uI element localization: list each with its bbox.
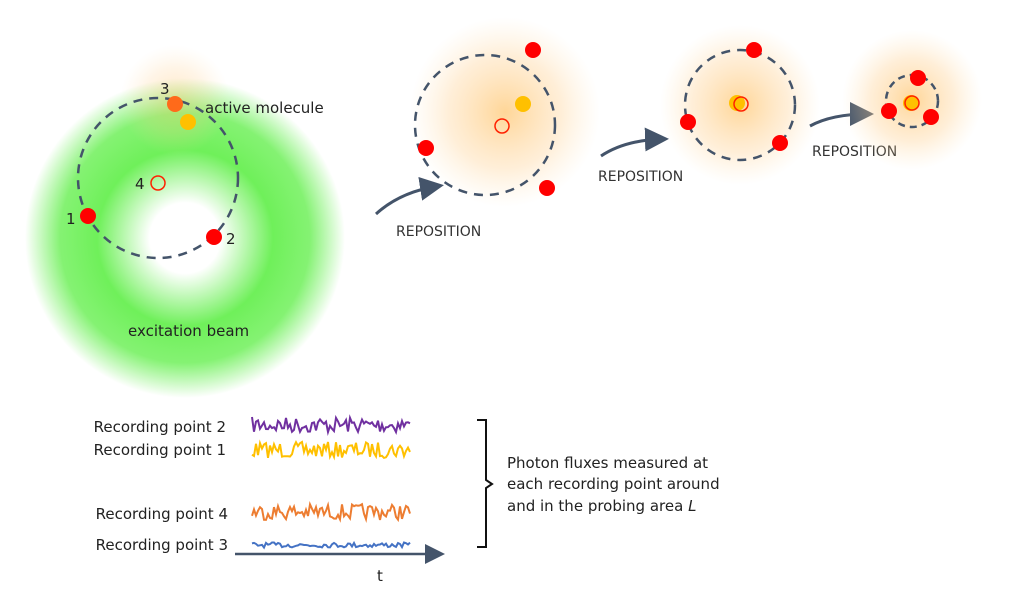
reposition-arrow-2 xyxy=(600,127,669,158)
recording-point-4 xyxy=(150,175,166,191)
probing-area-circle-1 xyxy=(413,53,557,197)
point-label-3: 3 xyxy=(160,80,170,98)
recording-point xyxy=(525,42,541,58)
recording-point xyxy=(539,180,555,196)
center-recording-point xyxy=(904,95,920,111)
center-recording-point xyxy=(733,96,749,112)
photon-traces xyxy=(251,414,411,550)
active-molecule-label: active molecule xyxy=(205,99,324,117)
photon-trace-2 xyxy=(251,439,411,461)
signal-glow-1 xyxy=(410,17,600,207)
photon-trace-3 xyxy=(251,501,411,523)
active-molecule xyxy=(180,114,196,130)
point-label-1: 1 xyxy=(66,210,76,228)
recording-point xyxy=(680,114,696,130)
bracket-text-line-3: and in the probing area L xyxy=(507,497,696,515)
bracket-text-line-1: Photon fluxes measured at xyxy=(507,454,708,472)
recording-point xyxy=(881,103,897,119)
recording-point xyxy=(923,109,939,125)
trace-label-point-2: Recording point 2 xyxy=(94,418,226,436)
point-label-2: 2 xyxy=(226,230,236,248)
bracket xyxy=(477,419,494,548)
active-molecule xyxy=(515,96,531,112)
photon-trace-4 xyxy=(251,540,411,550)
center-recording-point xyxy=(494,118,510,134)
probing-area-circle xyxy=(76,96,240,260)
recording-point-2 xyxy=(206,229,222,245)
photon-trace-1 xyxy=(251,414,411,436)
recording-point xyxy=(746,42,762,58)
trace-label-point-1: Recording point 1 xyxy=(94,441,226,459)
active-molecule xyxy=(729,95,745,111)
recording-point-3 xyxy=(167,96,183,112)
trace-label-point-4: Recording point 4 xyxy=(96,505,228,523)
reposition-arrow-1 xyxy=(374,176,444,216)
trace-label-point-3: Recording point 3 xyxy=(96,536,228,554)
bracket-text-line-2: each recording point around xyxy=(507,475,720,493)
time-axis-label: t xyxy=(377,567,383,585)
excitation-beam-label: excitation beam xyxy=(128,322,249,340)
recording-point-1 xyxy=(80,208,96,224)
recording-point xyxy=(418,140,434,156)
recording-point xyxy=(910,70,926,86)
point-label-4: 4 xyxy=(135,175,145,193)
probing-area-circle-2 xyxy=(683,48,797,162)
reposition-label-1: REPOSITION xyxy=(396,224,481,240)
reposition-label-2: REPOSITION xyxy=(598,169,683,185)
recording-point xyxy=(772,135,788,151)
